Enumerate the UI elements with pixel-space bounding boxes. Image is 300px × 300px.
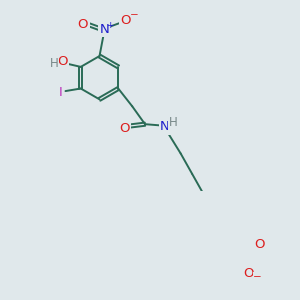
Text: N: N	[100, 23, 110, 36]
Text: O: O	[78, 18, 88, 31]
Text: H: H	[50, 56, 58, 70]
Text: O: O	[120, 14, 131, 27]
Text: N: N	[160, 120, 169, 133]
Text: −: −	[253, 272, 262, 282]
Text: O: O	[254, 238, 264, 251]
Text: H: H	[169, 116, 177, 129]
Text: +: +	[106, 21, 113, 30]
Text: O: O	[58, 55, 68, 68]
Text: −: −	[130, 10, 138, 20]
Text: O: O	[243, 267, 254, 280]
Text: I: I	[58, 86, 62, 99]
Text: O: O	[119, 122, 130, 134]
